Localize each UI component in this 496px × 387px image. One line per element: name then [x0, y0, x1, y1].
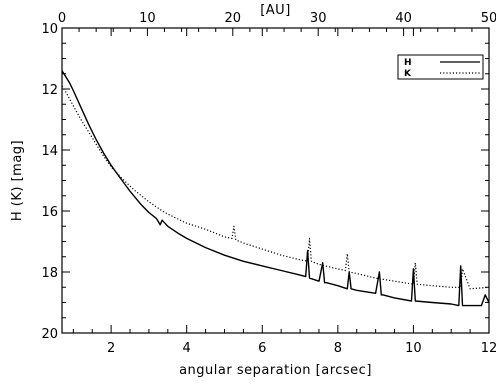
x-tick-label: 6: [258, 341, 266, 356]
x2-tick-label: 50: [481, 11, 496, 26]
y-tick-label: 10: [41, 22, 58, 37]
legend-box: [397, 54, 484, 80]
y-axis-label: H (K) [mag]: [10, 140, 25, 221]
series-line-k: [61, 85, 490, 290]
legend-label-k: K: [404, 69, 412, 79]
x2-tick-label: 40: [395, 11, 412, 26]
legend-label-h: H: [404, 58, 412, 68]
y-tick-label: 14: [41, 144, 58, 159]
x-axis-label: angular separation [arcsec]: [179, 363, 372, 378]
x2-tick-label: 20: [225, 11, 242, 26]
legend: H K: [397, 54, 484, 80]
y-tick-label: 12: [41, 83, 58, 98]
x-tick-label: 10: [405, 341, 422, 356]
x-tick-label: 2: [107, 341, 115, 356]
top-axis-label: [AU]: [260, 3, 291, 18]
series-line-h: [61, 70, 490, 307]
series-layer: [61, 70, 490, 307]
y-tick-label: 16: [41, 205, 58, 220]
y-tick-label: 18: [41, 266, 58, 281]
x-tick-label: 12: [481, 341, 496, 356]
x2-tick-label: 10: [139, 11, 156, 26]
y-tick-label: 20: [41, 327, 58, 342]
x-tick-label: 8: [334, 341, 342, 356]
x2-tick-label: 0: [58, 11, 66, 26]
x2-tick-label: 30: [310, 11, 327, 26]
x-tick-label: 4: [183, 341, 191, 356]
